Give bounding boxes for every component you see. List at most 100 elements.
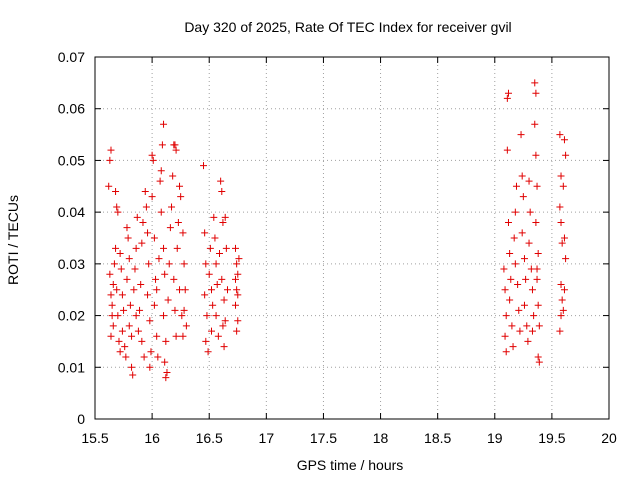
- data-point: [129, 371, 137, 379]
- data-point: [534, 301, 542, 309]
- data-point: [531, 120, 539, 128]
- data-point: [132, 244, 140, 252]
- y-tick-label: 0.06: [58, 101, 85, 117]
- data-point: [118, 291, 126, 299]
- data-point: [533, 182, 541, 190]
- data-point: [170, 275, 178, 283]
- data-point: [235, 255, 243, 263]
- data-point: [212, 312, 220, 320]
- data-point: [501, 286, 509, 294]
- data-point: [128, 332, 136, 340]
- data-point: [528, 286, 536, 294]
- data-point: [178, 312, 186, 320]
- y-tick-label: 0.01: [58, 359, 85, 375]
- x-tick-label: 20: [601, 430, 617, 446]
- data-point: [532, 151, 540, 159]
- data-point: [165, 260, 173, 268]
- data-point: [558, 296, 566, 304]
- data-point: [534, 250, 542, 258]
- data-point: [231, 244, 239, 252]
- data-point: [535, 322, 543, 330]
- data-point: [509, 343, 517, 351]
- data-point: [140, 353, 148, 361]
- y-tick-label: 0.07: [58, 49, 85, 65]
- data-point: [166, 224, 174, 232]
- data-point: [556, 131, 564, 139]
- data-point: [514, 281, 522, 289]
- data-point: [121, 343, 129, 351]
- data-point: [179, 229, 187, 237]
- data-point: [181, 286, 189, 294]
- chart-title: Day 320 of 2025, Rate Of TEC Index for r…: [184, 19, 511, 35]
- data-point: [180, 260, 188, 268]
- y-axis-label: ROTI / TECUs: [5, 195, 21, 285]
- data-point: [517, 131, 525, 139]
- data-point: [138, 239, 146, 247]
- data-point: [560, 286, 568, 294]
- data-point: [107, 291, 115, 299]
- data-point: [146, 317, 154, 325]
- data-point: [557, 312, 565, 320]
- data-point: [171, 141, 179, 149]
- data-point: [562, 151, 570, 159]
- data-point: [531, 79, 539, 87]
- data-point: [164, 296, 172, 304]
- data-point: [559, 182, 567, 190]
- data-point: [150, 301, 158, 309]
- data-point: [506, 296, 514, 304]
- data-point: [220, 343, 228, 351]
- data-point: [169, 172, 177, 180]
- data-point: [219, 218, 227, 226]
- data-point: [210, 213, 218, 221]
- data-point: [202, 337, 210, 345]
- x-tick-label: 19.5: [538, 430, 565, 446]
- data-point: [156, 177, 164, 185]
- data-point: [136, 306, 144, 314]
- data-point: [201, 229, 209, 237]
- data-point: [116, 348, 124, 356]
- y-tick-label: 0.05: [58, 152, 85, 168]
- data-point: [534, 353, 542, 361]
- data-point: [211, 234, 219, 242]
- data-point: [533, 275, 541, 283]
- y-tick-label: 0.04: [58, 204, 85, 220]
- data-point: [526, 208, 534, 216]
- data-points: [105, 79, 570, 382]
- data-point: [201, 291, 209, 299]
- data-point: [153, 332, 161, 340]
- data-point: [152, 275, 160, 283]
- data-point: [233, 260, 241, 268]
- data-point: [557, 281, 565, 289]
- data-point: [110, 260, 118, 268]
- data-point: [138, 337, 146, 345]
- data-point: [518, 229, 526, 237]
- x-tick-label: 16.5: [196, 430, 223, 446]
- data-point: [162, 337, 170, 345]
- data-point: [126, 301, 134, 309]
- data-point: [516, 327, 524, 335]
- data-point: [202, 260, 210, 268]
- data-point: [171, 306, 179, 314]
- data-point: [221, 317, 229, 325]
- data-point: [118, 327, 126, 335]
- data-point: [501, 332, 509, 340]
- y-tick-label: 0.02: [58, 308, 85, 324]
- data-point: [109, 322, 117, 330]
- data-point: [125, 255, 133, 263]
- x-tick-label: 16: [144, 430, 160, 446]
- data-point: [107, 332, 115, 340]
- data-point: [176, 182, 184, 190]
- data-point: [161, 270, 169, 278]
- data-point: [139, 218, 147, 226]
- data-point: [120, 306, 128, 314]
- data-point: [154, 353, 162, 361]
- data-point: [533, 265, 541, 273]
- data-point: [504, 89, 512, 97]
- data-point: [149, 156, 157, 164]
- data-point: [160, 120, 168, 128]
- data-point: [506, 250, 514, 258]
- data-point: [177, 193, 185, 201]
- data-point: [515, 306, 523, 314]
- data-point: [233, 327, 241, 335]
